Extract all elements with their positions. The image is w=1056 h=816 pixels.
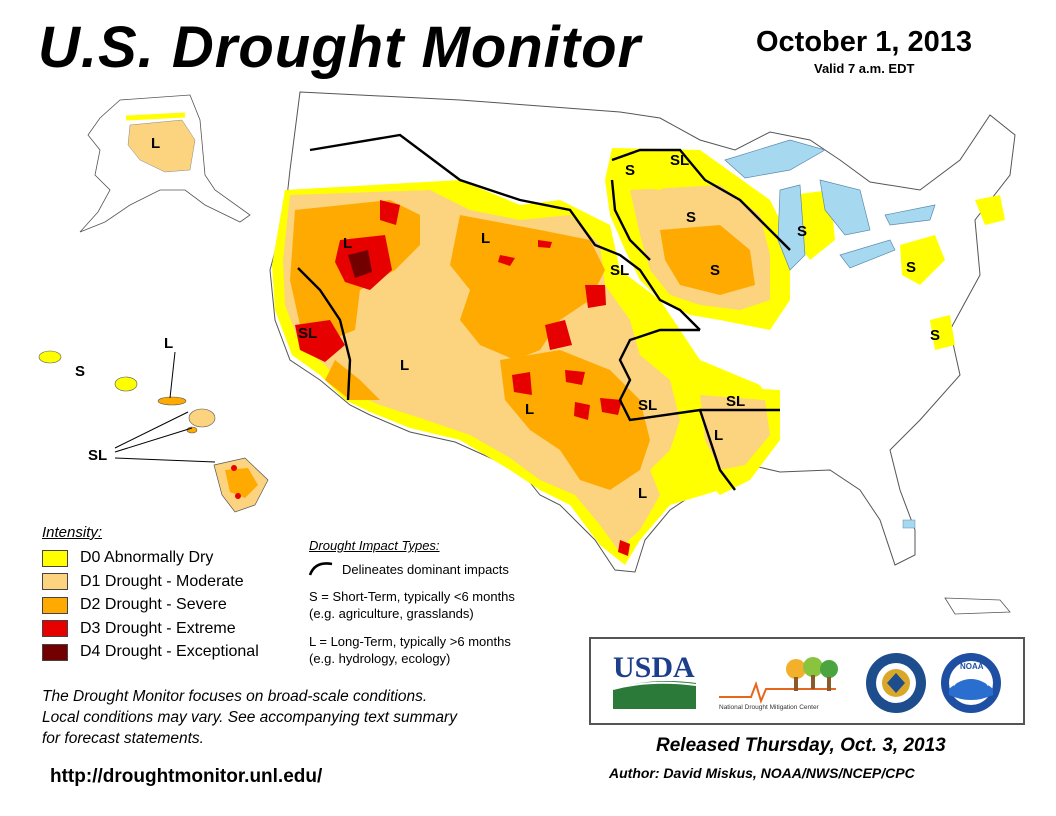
noaa-logo: NOAA bbox=[941, 653, 1001, 713]
legend-row: D1 Drought - Moderate bbox=[42, 572, 244, 592]
legend-label: D3 Drought - Extreme bbox=[80, 619, 236, 637]
label-dakota: S bbox=[625, 162, 635, 179]
drought-layers bbox=[272, 148, 1005, 565]
impact-short-1: S = Short-Term, typically <6 months bbox=[309, 589, 515, 604]
impact-legend-title: Drought Impact Types: bbox=[309, 538, 440, 553]
legend-row: D2 Drought - Severe bbox=[42, 595, 227, 615]
legend-label: D4 Drought - Exceptional bbox=[80, 643, 259, 660]
note-line-2: Local conditions may vary. See accompany… bbox=[42, 709, 457, 726]
label-iowa: S bbox=[710, 262, 720, 279]
commerce-seal-icon bbox=[866, 653, 926, 713]
label-michigan: S bbox=[797, 223, 807, 240]
legend-row: D0 Abnormally Dry bbox=[42, 548, 213, 568]
label-minnesota-s: S bbox=[686, 209, 696, 226]
impact-labels: L L S SL SL L L L L L SL SL S SL S S S S… bbox=[75, 135, 940, 502]
label-california: SL bbox=[298, 325, 317, 342]
label-montana: L bbox=[481, 230, 490, 247]
label-pennsylvania: S bbox=[906, 259, 916, 276]
valid-time: Valid 7 a.m. EDT bbox=[814, 61, 915, 76]
legend-swatch bbox=[42, 620, 68, 637]
impact-long-2: (e.g. hydrology, ecology) bbox=[309, 651, 451, 666]
legend-label: D0 Abnormally Dry bbox=[80, 549, 214, 566]
release-date: Released Thursday, Oct. 3, 2013 bbox=[656, 735, 946, 756]
legend-swatch bbox=[42, 549, 68, 567]
label-southwest: L bbox=[400, 357, 409, 374]
impact-line-icon bbox=[308, 562, 333, 576]
logo-panel: USDA National Drought Mitigation Center bbox=[589, 637, 1025, 725]
label-nevada: L bbox=[343, 235, 352, 252]
label-oklahoma: SL bbox=[638, 397, 657, 414]
disclaimer-note: The Drought Monitor focuses on broad-sca… bbox=[42, 686, 582, 749]
great-lakes bbox=[724, 139, 936, 271]
label-hawaii-l: L bbox=[164, 335, 173, 352]
author-credit: Author: David Miskus, NOAA/NWS/NCEP/CPC bbox=[609, 765, 915, 781]
impact-long-1: L = Long-Term, typically >6 months bbox=[309, 634, 511, 649]
legend-label: D1 Drought - Moderate bbox=[80, 572, 244, 590]
puerto-rico bbox=[944, 597, 1011, 615]
legend-swatch bbox=[42, 596, 68, 614]
label-texas: L bbox=[638, 485, 647, 502]
legend-swatch bbox=[42, 643, 68, 661]
svg-text:NOAA: NOAA bbox=[960, 662, 984, 671]
legend-row: D4 Drought - Exceptional bbox=[42, 642, 259, 662]
note-line-1: The Drought Monitor focuses on broad-sca… bbox=[42, 688, 428, 705]
map-title: U.S. Drought Monitor bbox=[38, 15, 642, 80]
label-newmexico: L bbox=[525, 401, 534, 418]
note-line-3: for forecast statements. bbox=[42, 730, 204, 747]
legend-title: Intensity: bbox=[42, 524, 103, 541]
label-virginia: S bbox=[930, 327, 940, 344]
label-hawaii-sl: SL bbox=[88, 447, 107, 464]
logos: USDA National Drought Mitigation Center bbox=[612, 651, 1001, 713]
impact-boundaries bbox=[297, 133, 791, 491]
legend-swatch bbox=[42, 573, 68, 590]
label-arkansas: SL bbox=[726, 393, 745, 410]
ndmc-logo: National Drought Mitigation Center bbox=[719, 657, 838, 711]
website-link[interactable]: http://droughtmonitor.unl.edu/ bbox=[50, 766, 323, 787]
label-plains: SL bbox=[610, 262, 629, 279]
label-louisiana: L bbox=[714, 427, 723, 444]
hawaii-region bbox=[38, 350, 269, 513]
alaska-region bbox=[79, 94, 251, 233]
map-date: October 1, 2013 bbox=[756, 26, 972, 58]
usda-logo: USDA bbox=[612, 651, 697, 709]
legend-label: D2 Drought - Severe bbox=[80, 596, 227, 613]
impact-short-2: (e.g. agriculture, grasslands) bbox=[309, 606, 474, 621]
svg-text:USDA: USDA bbox=[613, 651, 695, 684]
label-hawaii-s: S bbox=[75, 363, 85, 380]
legend-row: D3 Drought - Extreme bbox=[42, 619, 236, 639]
label-minnesota: SL bbox=[670, 152, 689, 169]
svg-text:National Drought Mitigation Ce: National Drought Mitigation Center bbox=[719, 704, 820, 711]
label-alaska: L bbox=[151, 135, 160, 152]
impact-delineates: Delineates dominant impacts bbox=[342, 562, 509, 577]
